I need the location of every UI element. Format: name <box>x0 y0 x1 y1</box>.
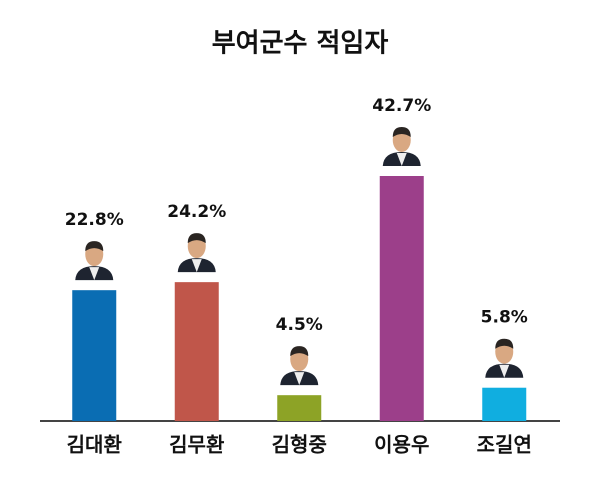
portrait-shirt <box>499 364 510 378</box>
portrait-hair <box>187 233 206 244</box>
bar <box>379 176 424 421</box>
portrait-hair <box>495 338 514 349</box>
value-label: 5.8% <box>481 308 528 328</box>
bar <box>174 282 219 421</box>
portrait-shirt <box>294 372 305 386</box>
x-tick-label: 김형중 <box>272 433 327 457</box>
value-label: 42.7% <box>372 96 431 116</box>
x-tick-label: 이용우 <box>374 433 429 457</box>
value-label: 22.8% <box>65 210 124 230</box>
bar <box>482 387 527 421</box>
portrait-hair <box>85 241 104 252</box>
portrait-shirt <box>396 153 407 166</box>
x-tick-label: 김대환 <box>67 433 123 457</box>
value-label: 24.2% <box>167 202 226 222</box>
portrait-shirt <box>191 259 202 273</box>
value-label: 4.5% <box>276 315 323 335</box>
chart-title: 부여군수 적임자 <box>212 29 389 59</box>
bar <box>277 395 322 421</box>
x-tick-label: 조길연 <box>477 433 532 457</box>
bar <box>72 290 117 421</box>
portrait-hair <box>290 346 309 357</box>
portrait-hair <box>392 127 411 137</box>
portrait-shirt <box>89 267 100 281</box>
x-tick-label: 김무환 <box>169 433 225 457</box>
